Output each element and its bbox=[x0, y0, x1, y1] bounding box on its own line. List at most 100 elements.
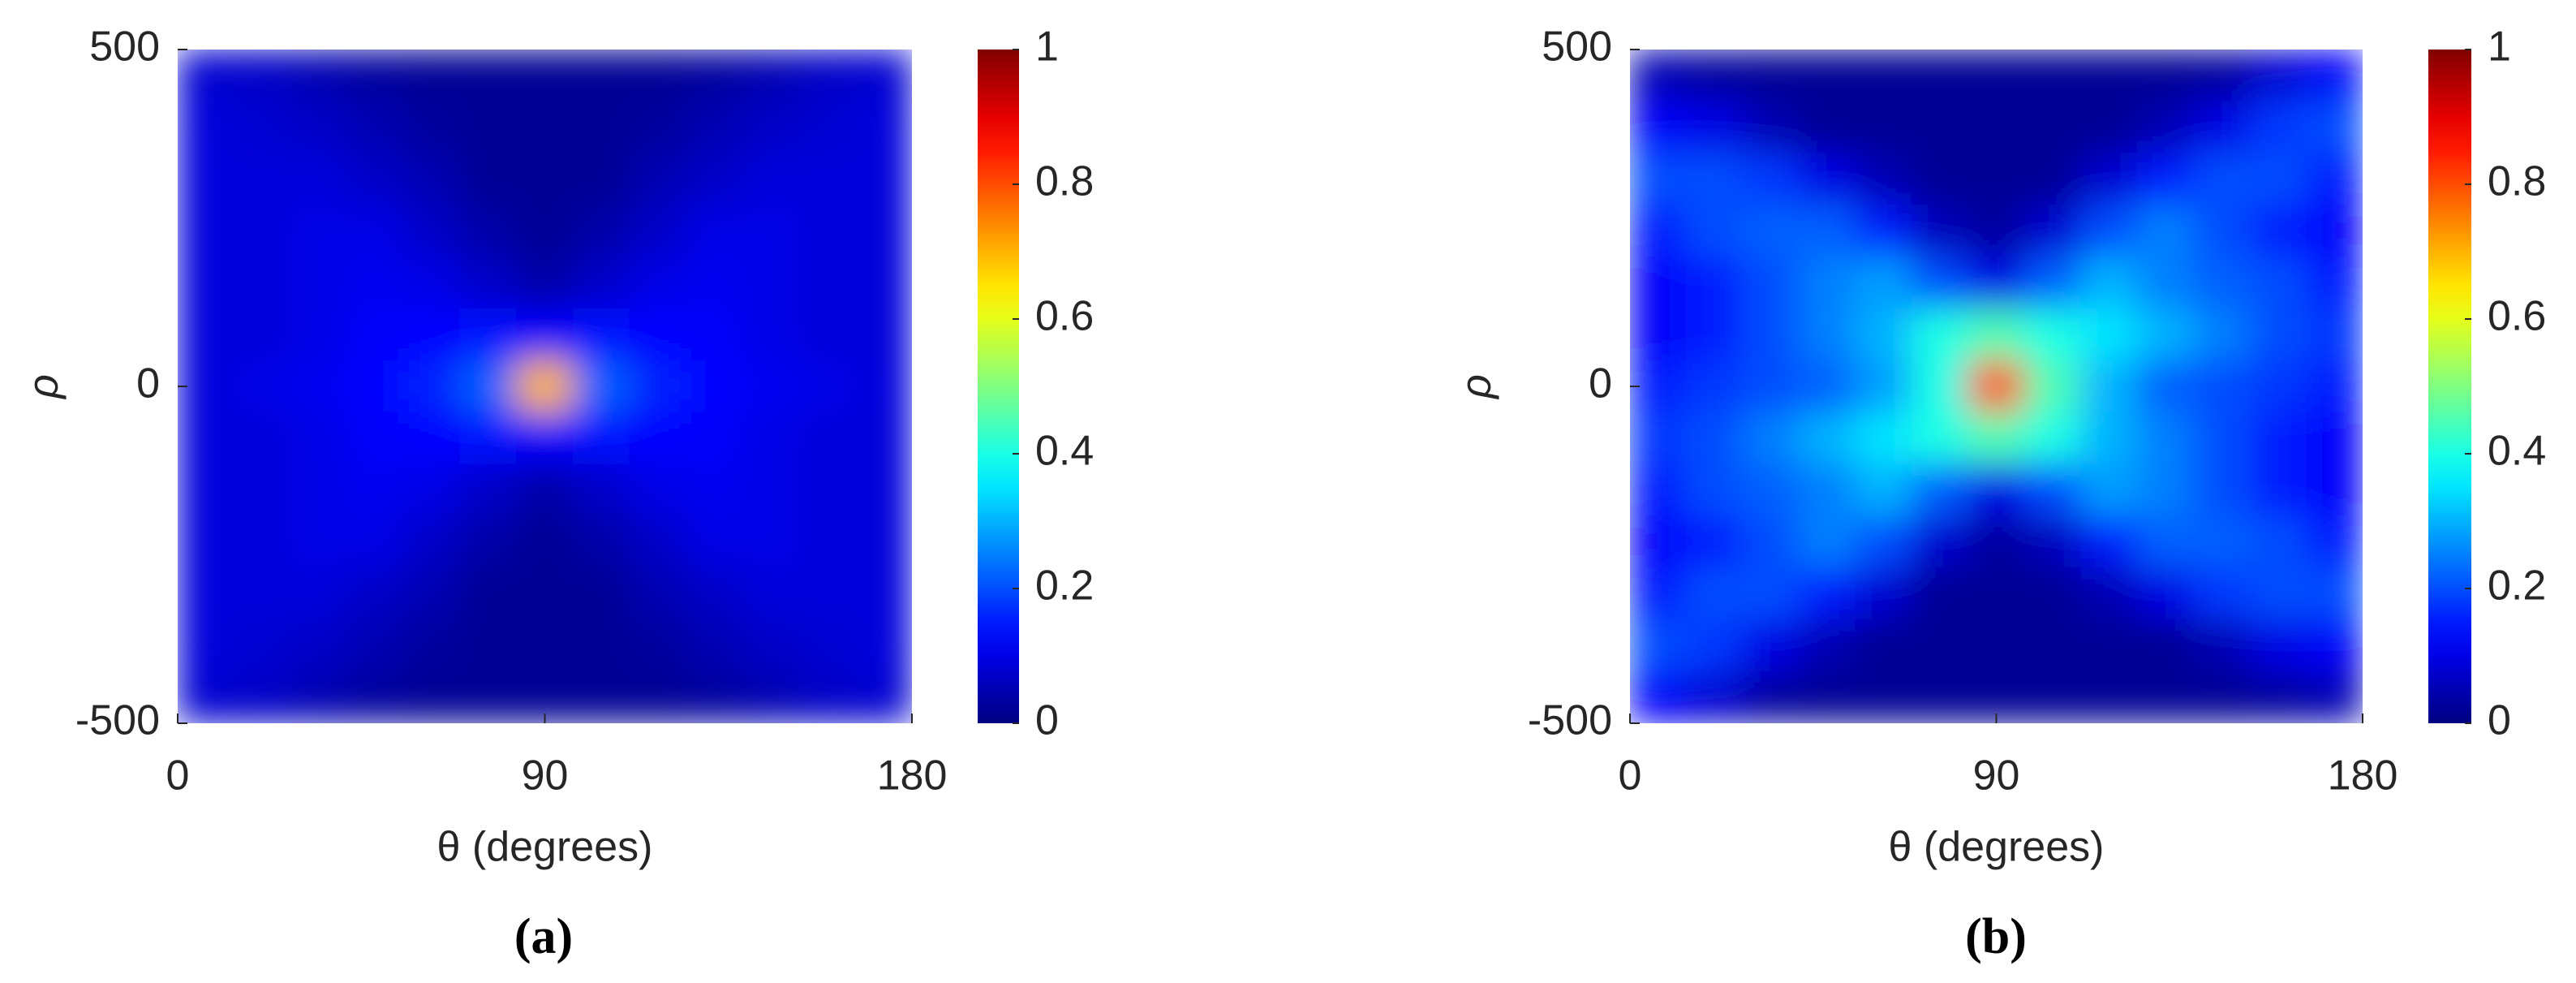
cell bbox=[459, 205, 518, 257]
cell bbox=[572, 567, 630, 620]
cell bbox=[459, 619, 518, 672]
cell bbox=[1685, 463, 1744, 517]
cell bbox=[1742, 515, 1800, 568]
cell bbox=[2136, 256, 2195, 309]
y-tick-label: 0 bbox=[136, 360, 160, 407]
cell bbox=[1742, 50, 1800, 102]
cell bbox=[2136, 515, 2195, 568]
cell bbox=[2023, 670, 2082, 723]
cell bbox=[1911, 412, 1969, 465]
colorbar-tick-label: 0.6 bbox=[1035, 293, 1094, 340]
cell bbox=[2136, 619, 2195, 672]
cell bbox=[572, 308, 630, 361]
cell bbox=[346, 256, 404, 309]
cell bbox=[1798, 412, 1856, 465]
cell bbox=[1630, 463, 1687, 517]
cell bbox=[742, 515, 800, 568]
cell bbox=[234, 153, 291, 206]
cell bbox=[1798, 567, 1856, 620]
cell bbox=[459, 463, 518, 517]
cell bbox=[178, 670, 235, 723]
cell bbox=[629, 153, 687, 206]
cell bbox=[516, 619, 574, 672]
cell bbox=[2080, 50, 2138, 102]
cell bbox=[2136, 670, 2195, 723]
cell bbox=[2136, 360, 2195, 413]
cell bbox=[1798, 50, 1856, 102]
colorbar-tick-label: 1 bbox=[2488, 24, 2511, 71]
cell bbox=[854, 412, 912, 465]
cell bbox=[2193, 412, 2251, 465]
cell bbox=[290, 205, 348, 257]
cell bbox=[2023, 619, 2082, 672]
cell bbox=[1685, 308, 1744, 361]
colorbar-tick-label: 1 bbox=[1035, 24, 1059, 71]
cell bbox=[2306, 50, 2363, 102]
cell bbox=[2193, 463, 2251, 517]
cell bbox=[290, 360, 348, 413]
cell bbox=[2249, 515, 2307, 568]
cell bbox=[290, 101, 348, 154]
cell bbox=[2306, 101, 2363, 154]
cell bbox=[516, 360, 574, 413]
cell bbox=[346, 515, 404, 568]
y-axis-label: ρ bbox=[20, 374, 67, 400]
x-tick-label: 90 bbox=[522, 752, 569, 800]
cell bbox=[234, 308, 291, 361]
cell bbox=[798, 205, 856, 257]
cell bbox=[2306, 360, 2363, 413]
cell bbox=[459, 567, 518, 620]
cell bbox=[1911, 50, 1969, 102]
cell bbox=[1855, 515, 1912, 568]
cell bbox=[2306, 256, 2363, 309]
cell bbox=[2306, 463, 2363, 517]
cell bbox=[346, 412, 404, 465]
cell bbox=[402, 670, 461, 723]
cell bbox=[854, 50, 912, 102]
cell bbox=[572, 515, 630, 568]
cell bbox=[2249, 360, 2307, 413]
cell bbox=[798, 619, 856, 672]
cell bbox=[798, 256, 856, 309]
cell bbox=[2080, 463, 2138, 517]
cell bbox=[1630, 256, 1687, 309]
cell bbox=[629, 515, 687, 568]
cell bbox=[629, 619, 687, 672]
heatmap bbox=[1630, 50, 2363, 723]
cell bbox=[1685, 515, 1744, 568]
cell bbox=[1742, 153, 1800, 206]
cell bbox=[516, 412, 574, 465]
cell bbox=[234, 50, 291, 102]
cell bbox=[459, 670, 518, 723]
cell bbox=[1967, 463, 2025, 517]
cell bbox=[1685, 205, 1744, 257]
cell bbox=[686, 308, 743, 361]
cell bbox=[2023, 515, 2082, 568]
cell bbox=[854, 463, 912, 517]
cell bbox=[854, 256, 912, 309]
y-tick-label: 500 bbox=[1542, 24, 1612, 71]
cell bbox=[1798, 153, 1856, 206]
cell bbox=[402, 205, 461, 257]
cell bbox=[686, 619, 743, 672]
x-tick-label: 0 bbox=[166, 752, 190, 800]
cell bbox=[1911, 205, 1969, 257]
cell bbox=[2249, 256, 2307, 309]
cell bbox=[2249, 153, 2307, 206]
cell bbox=[629, 670, 687, 723]
cell bbox=[686, 567, 743, 620]
cell bbox=[572, 50, 630, 102]
cell bbox=[516, 515, 574, 568]
cell bbox=[2023, 101, 2082, 154]
cell bbox=[1742, 670, 1800, 723]
cell bbox=[2306, 308, 2363, 361]
x-tick-label: 180 bbox=[2328, 752, 2398, 800]
cell bbox=[1967, 515, 2025, 568]
cell bbox=[1911, 308, 1969, 361]
cell bbox=[2023, 205, 2082, 257]
y-tick-label: -500 bbox=[75, 697, 160, 744]
cell bbox=[629, 412, 687, 465]
cell bbox=[290, 308, 348, 361]
cell bbox=[402, 256, 461, 309]
